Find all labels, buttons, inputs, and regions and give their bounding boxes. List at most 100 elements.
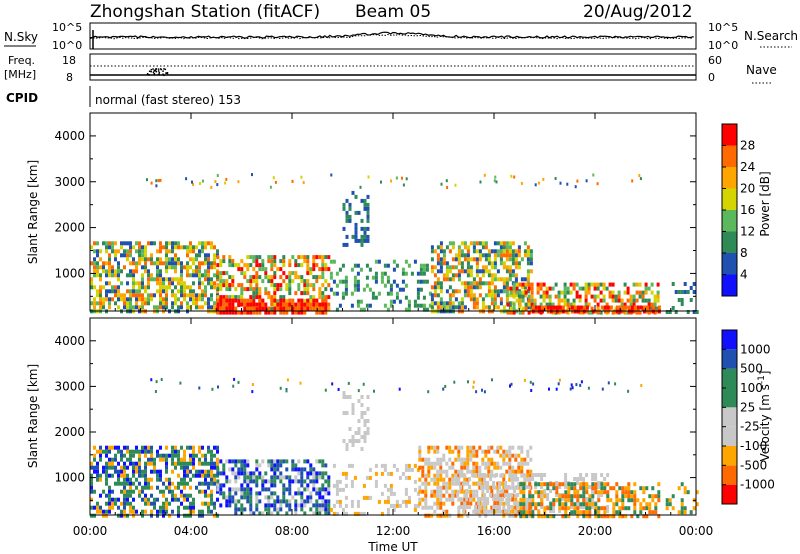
- heatmap-cell: [540, 514, 544, 519]
- heatmap-cell: [341, 471, 345, 476]
- heatmap-cell: [288, 291, 292, 296]
- heatmap-cell: [324, 388, 327, 392]
- heatmap-cell: [496, 253, 500, 258]
- heatmap-cell: [582, 486, 586, 491]
- heatmap-cell: [380, 271, 384, 276]
- heatmap-cell: [198, 509, 201, 514]
- heatmap-cell: [252, 267, 256, 272]
- heatmap-cell: [448, 241, 452, 246]
- heatmap-cell: [233, 377, 236, 381]
- heatmap-cell: [472, 469, 476, 474]
- heatmap-cell: [279, 298, 283, 303]
- heatmap-cell: [424, 477, 428, 482]
- heatmap-cell: [276, 306, 280, 311]
- heatmap-cell: [93, 297, 96, 302]
- heatmap-cell: [392, 299, 396, 304]
- heatmap-cell: [475, 301, 479, 306]
- heatmap-cell: [213, 305, 216, 310]
- heatmap-cell: [267, 507, 271, 512]
- heatmap-cell: [135, 297, 138, 302]
- heatmap-cell: [189, 457, 192, 462]
- heatmap-cell: [486, 497, 490, 501]
- heatmap-cell: [138, 297, 141, 302]
- heatmap-cell: [481, 509, 485, 514]
- heatmap-cell: [363, 226, 367, 231]
- heatmap-cell: [186, 469, 189, 474]
- heatmap-cell: [448, 277, 452, 282]
- heatmap-cell: [481, 265, 485, 270]
- heatmap-cell: [421, 489, 425, 494]
- heatmap-cell: [147, 277, 150, 282]
- heatmap-cell: [621, 514, 625, 519]
- heatmap-cell: [216, 174, 219, 177]
- heatmap-cell: [518, 302, 522, 307]
- heatmap-cell: [463, 269, 467, 274]
- heatmap-cell: [534, 473, 538, 477]
- heatmap-cell: [639, 506, 643, 511]
- heatmap-cell: [582, 305, 586, 310]
- heatmap-cell: [587, 286, 591, 291]
- heatmap-cell: [448, 301, 452, 306]
- heatmap-cell: [445, 273, 449, 278]
- heatmap-cell: [383, 271, 387, 276]
- heatmap-cell: [273, 303, 277, 308]
- heatmap-cell: [123, 241, 126, 246]
- heatmap-cell: [90, 481, 93, 486]
- heatmap-cell: [466, 285, 470, 290]
- heatmap-cell: [558, 498, 562, 503]
- heatmap-cell: [306, 483, 310, 488]
- heatmap-cell: [580, 380, 583, 384]
- heatmap-cell: [686, 290, 690, 294]
- heatmap-cell: [270, 283, 274, 288]
- heatmap-cell: [93, 445, 96, 450]
- heatmap-cell: [261, 511, 265, 516]
- heatmap-cell: [300, 291, 304, 296]
- heatmap-cell: [165, 505, 168, 510]
- heatmap-cell: [380, 463, 384, 468]
- heatmap-cell: [117, 449, 120, 454]
- heatmap-cell: [585, 502, 589, 507]
- heatmap-cell: [472, 509, 476, 514]
- heatmap-cell: [380, 180, 382, 184]
- heatmap-cell: [510, 505, 514, 509]
- heatmap-cell: [174, 449, 177, 454]
- heatmap-cell: [156, 509, 159, 514]
- heatmap-cell: [270, 259, 274, 264]
- heatmap-cell: [261, 263, 265, 268]
- heatmap-cell: [153, 293, 156, 298]
- heatmap-cell: [111, 445, 114, 450]
- heatmap-cell: [490, 293, 494, 298]
- heatmap-cell: [539, 294, 543, 299]
- heatmap-cell: [602, 286, 606, 291]
- heatmap-cell: [436, 445, 440, 450]
- heatmap-cell: [445, 509, 449, 514]
- heatmap-cell: [156, 469, 159, 474]
- heatmap-cell: [546, 506, 550, 511]
- heatmap-cell: [105, 493, 108, 498]
- heatmap-cell: [312, 287, 316, 292]
- heatmap-cell: [475, 453, 479, 458]
- heatmap-cell: [454, 273, 458, 278]
- heatmap-cell: [502, 249, 506, 254]
- heatmap-cell: [640, 384, 643, 387]
- heatmap-cell: [90, 497, 93, 502]
- heatmap-cell: [210, 277, 213, 282]
- heatmap-cell: [105, 293, 108, 298]
- heatmap-cell: [466, 465, 470, 470]
- heatmap-cell: [498, 505, 502, 509]
- heatmap-cell: [505, 269, 509, 274]
- heatmap-cell: [228, 479, 232, 484]
- heatmap-cell: [207, 257, 210, 262]
- heatmap-cell: [327, 483, 331, 488]
- heatmap-cell: [204, 253, 207, 258]
- heatmap-cell: [135, 249, 138, 254]
- heatmap-cell: [264, 287, 268, 292]
- heatmap-cell: [540, 502, 544, 507]
- heatmap-cell: [540, 482, 544, 487]
- heatmap-cell: [657, 305, 661, 310]
- heatmap-cell: [502, 281, 506, 286]
- heatmap-cell: [483, 501, 487, 505]
- nave-dropout: [162, 73, 164, 75]
- heatmap-cell: [216, 249, 219, 254]
